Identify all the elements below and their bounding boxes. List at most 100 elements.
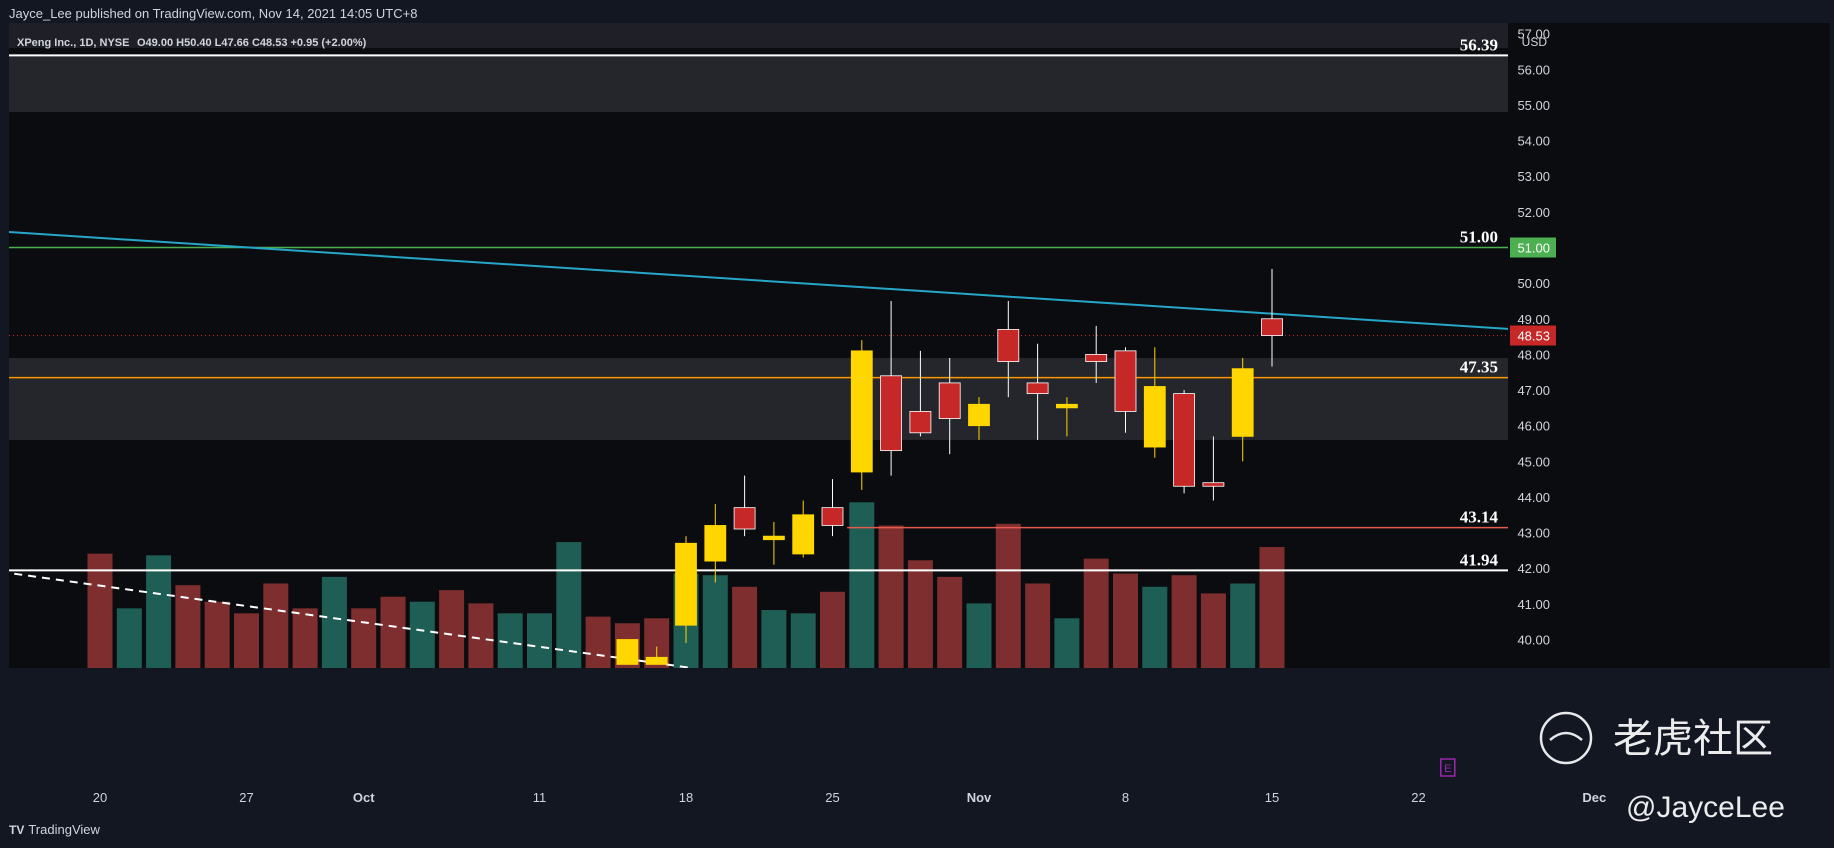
chart-title: XPeng Inc., 1D, NYSE: [17, 37, 129, 49]
volume-bar-30: [966, 603, 992, 668]
volume-bar-15: [527, 613, 552, 668]
x-tick-Dec: Dec: [1582, 790, 1606, 805]
level-label-1: 51.00: [1460, 228, 1498, 247]
y-tick-44: 44.00: [1517, 490, 1550, 505]
volume-bar-8: [321, 576, 347, 668]
y-tick-57: 57.00: [1517, 27, 1550, 42]
tradingview-logo-icon: TV: [9, 822, 25, 837]
volume-bar-32: [1025, 583, 1051, 668]
currency-label: USD: [1522, 35, 1548, 49]
candle-21: [704, 525, 727, 562]
level-label-4: 41.94: [1460, 550, 1499, 569]
y-tick-45: 45.00: [1517, 454, 1550, 469]
footer-brand: TradingView: [28, 822, 100, 837]
volume-bar-0: [87, 553, 113, 668]
dashed-trend-line: [9, 571, 692, 668]
y-tick-40: 40.00: [1517, 632, 1550, 647]
volume-bar-13: [468, 603, 494, 668]
candle-24: [792, 514, 815, 555]
volume-bar-11: [409, 601, 435, 668]
volume-bar-10: [380, 596, 406, 668]
x-tick-18: 18: [679, 790, 693, 805]
volume-bar-22: [732, 586, 758, 668]
volume-bar-39: [1230, 583, 1256, 668]
candle-33: [1056, 403, 1078, 409]
y-tick-47: 47.00: [1517, 383, 1550, 398]
trend-line: [9, 231, 1508, 330]
volume-bar-12: [439, 590, 465, 668]
volume-bar-35: [1113, 573, 1138, 668]
level-label-2: 47.35: [1460, 358, 1498, 377]
y-tick-49: 49.00: [1517, 312, 1550, 327]
x-tick-11: 11: [533, 790, 547, 805]
tiger-logo-stroke: [1549, 731, 1583, 741]
volume-bar-28: [907, 560, 933, 668]
volume-bar-7: [292, 608, 318, 668]
candle-35: [1114, 350, 1137, 412]
y-tick-56: 56.00: [1517, 62, 1550, 77]
plot-layer: 56.39 51.00 47.35 43.14 41.94: [9, 35, 1508, 668]
candle-19: [645, 656, 668, 665]
y-tick-46: 46.00: [1517, 419, 1550, 434]
volume-bar-5: [234, 613, 259, 668]
y-tick-42: 42.00: [1517, 561, 1550, 576]
y-tick-48: 48.00: [1517, 347, 1550, 362]
volume-bar-2: [146, 555, 172, 668]
candle-20: [675, 542, 697, 626]
volume-bar-24: [790, 613, 816, 668]
x-tick-Nov: Nov: [967, 790, 992, 805]
publish-info: Jayce_Lee published on TradingView.com, …: [9, 6, 418, 21]
volume-bar-34: [1083, 558, 1109, 668]
volume-bar-25: [820, 591, 845, 668]
volume-bar-40: [1259, 547, 1285, 668]
candle-38: [1202, 482, 1225, 487]
volume-bar-27: [878, 525, 904, 668]
candle-23: [763, 535, 785, 541]
volume-bar-21: [702, 575, 728, 668]
volume-bar-23: [761, 610, 787, 668]
candle-27: [880, 375, 902, 452]
candle-40: [1261, 318, 1283, 336]
level-label-0: 56.39: [1460, 35, 1498, 54]
candle-18: [616, 639, 639, 665]
candle-30: [968, 403, 990, 427]
candle-29: [938, 382, 961, 419]
volume-bar-6: [263, 583, 289, 668]
earnings-marker-icon: [1440, 758, 1456, 777]
volume-bar-38: [1200, 593, 1226, 668]
volume-bar-29: [937, 576, 963, 668]
ohlc-readout: O49.00 H50.40 L47.66 C48.53 +0.95 (+2.00…: [137, 37, 367, 49]
price-badge-label-1: 48.53: [1517, 329, 1550, 344]
candle-28: [909, 411, 932, 434]
x-tick-8: 8: [1122, 790, 1129, 805]
watermark-brand: 老虎社区: [1613, 717, 1773, 761]
candle-39: [1231, 368, 1254, 437]
volume-bar-31: [995, 523, 1021, 668]
volume-bar-9: [351, 608, 377, 668]
y-tick-54: 54.00: [1517, 134, 1550, 149]
y-tick-50: 50.00: [1517, 276, 1550, 291]
x-tick-27: 27: [239, 790, 253, 805]
candle-25: [821, 507, 844, 526]
candle-34: [1085, 354, 1108, 362]
x-tick-20: 20: [93, 790, 107, 805]
y-tick-53: 53.00: [1517, 169, 1550, 184]
volume-bar-37: [1171, 575, 1197, 668]
candle-37: [1173, 393, 1195, 487]
plot-area: [9, 23, 1508, 668]
zone-1: [9, 357, 1508, 440]
level-label-3: 43.14: [1460, 508, 1499, 527]
candle-26: [850, 350, 873, 473]
time-axis-panel: [9, 668, 1508, 708]
volume-bar-17: [585, 616, 611, 668]
y-tick-52: 52.00: [1517, 205, 1550, 220]
volume-bar-26: [849, 502, 875, 668]
tiger-logo-icon: [1539, 711, 1593, 765]
price-axis-panel: [1508, 23, 1830, 668]
candle-32: [1026, 382, 1049, 395]
y-tick-55: 55.00: [1517, 98, 1550, 113]
y-tick-41: 41.00: [1517, 597, 1550, 612]
price-badge-0: [1510, 237, 1556, 258]
candle-36: [1143, 386, 1166, 448]
